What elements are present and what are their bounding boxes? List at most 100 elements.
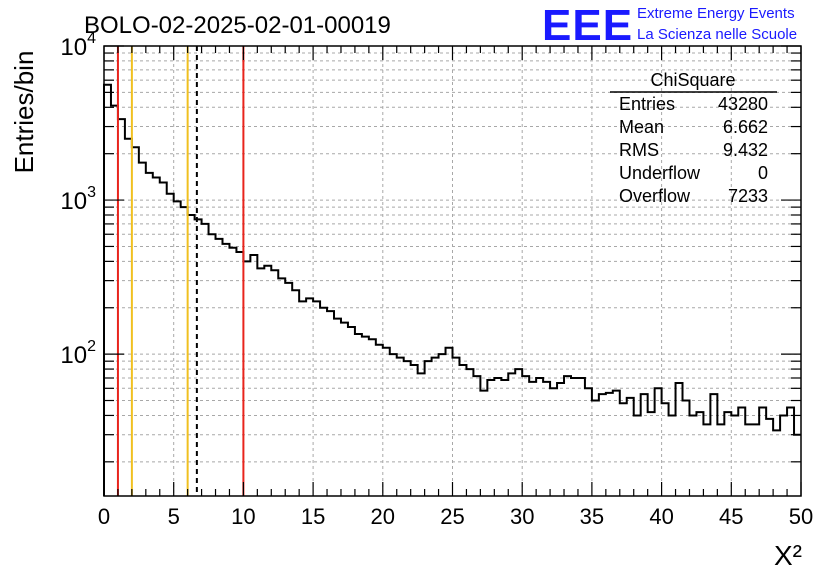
chart-title: BOLO-02-2025-02-01-00019 (84, 12, 391, 39)
histogram-bin (794, 435, 801, 496)
histogram-bin (181, 207, 188, 496)
histogram-bin (773, 430, 780, 496)
histogram-bin (132, 147, 139, 496)
histogram-bin (446, 348, 453, 496)
stats-row-value: 9.432 (723, 140, 768, 160)
x-tick-label: 35 (580, 504, 604, 529)
axes: 0 5 10 15 20 25 30 35 40 45 50 102 103 104 (60, 30, 813, 529)
histogram-bin (710, 394, 717, 496)
histogram-bin (202, 224, 209, 496)
x-tick-label: 15 (301, 504, 325, 529)
histogram-bin (425, 361, 432, 496)
histogram-bin (606, 393, 613, 496)
x-tick-label: 40 (649, 504, 673, 529)
stats-row-label: Entries (619, 94, 675, 114)
histogram-bin (250, 255, 257, 496)
histogram-bin (515, 369, 522, 496)
histogram-bin (787, 408, 794, 496)
histogram-bin (669, 415, 676, 496)
y-tick-label: 103 (60, 184, 96, 215)
histogram-bin (160, 183, 167, 496)
histogram-bin (780, 415, 787, 496)
histogram-bin (209, 234, 216, 496)
histogram-bin (627, 398, 634, 496)
y-tick-label: 102 (60, 338, 96, 369)
histogram-bin (683, 401, 690, 496)
x-tick-label: 10 (231, 504, 255, 529)
x-tick-label: 20 (371, 504, 395, 529)
histogram-bin (439, 354, 446, 496)
histogram-bin (306, 298, 313, 496)
histogram-bin (550, 388, 557, 496)
logo-line-2: La Scienza nelle Scuole (637, 26, 797, 43)
stats-row-label: Mean (619, 117, 664, 137)
histogram-bin (334, 319, 341, 496)
histogram-bin (536, 378, 543, 496)
statistics-box: ChiSquare Entries 43280 Mean 6.662 RMS 9.432 U… (610, 70, 777, 206)
histogram-bin (745, 424, 752, 496)
histogram-bin (216, 239, 223, 496)
histogram-bin (418, 373, 425, 496)
x-tick-label: 50 (789, 504, 813, 529)
histogram-bin (111, 106, 118, 496)
histogram-series (103, 83, 801, 496)
histogram-bin (390, 354, 397, 496)
histogram-bin (299, 301, 306, 496)
histogram-bin (724, 412, 731, 496)
histogram-bin (243, 261, 250, 496)
histogram-bin (278, 278, 285, 496)
histogram-bin (529, 382, 536, 496)
histogram-bin (320, 308, 327, 496)
histogram-bin (655, 388, 662, 496)
histogram-bin (543, 382, 550, 496)
histogram-bin (369, 339, 376, 496)
logo-line-1: Extreme Energy Events (637, 5, 795, 22)
histogram-bin (473, 376, 480, 496)
histogram-bin (327, 311, 334, 496)
histogram-bin (752, 424, 759, 496)
eee-logo-text: EEE (542, 1, 633, 50)
histogram-bin (348, 327, 355, 496)
histogram-bin (599, 394, 606, 496)
histogram-bin (676, 383, 683, 496)
histogram-bin (613, 391, 620, 496)
histogram-bin (397, 358, 404, 496)
histogram-bin (341, 323, 348, 496)
y-tick-label: 104 (60, 30, 96, 61)
histogram-bin (592, 401, 599, 496)
histogram-bin (125, 139, 132, 496)
histogram-bin (480, 391, 487, 496)
histogram-bin (139, 163, 146, 496)
histogram-bin (696, 412, 703, 496)
histogram-bin (453, 358, 460, 496)
histogram-bin (167, 194, 174, 496)
histogram-bin (717, 424, 724, 496)
reference-lines (116, 46, 245, 496)
histogram-bin (118, 119, 125, 496)
histogram-bin (411, 365, 418, 496)
histogram-bin (634, 415, 641, 496)
histogram-bin (578, 378, 585, 496)
histogram-bin (271, 270, 278, 496)
histogram-bin (466, 369, 473, 496)
histogram-bin (641, 394, 648, 496)
histogram-bin (188, 215, 195, 496)
histogram-bin (571, 378, 578, 496)
histogram-bin (264, 266, 271, 496)
stats-row-value: 43280 (718, 94, 768, 114)
stats-row-label: RMS (619, 140, 659, 160)
grid-lines (104, 46, 801, 496)
stats-row-label: Overflow (619, 186, 691, 206)
histogram-bin (355, 334, 362, 496)
histogram-bin (759, 408, 766, 496)
histogram-bin (153, 178, 160, 496)
histogram-bin (229, 248, 236, 496)
histogram-bin (195, 219, 202, 496)
histogram-bin (146, 173, 153, 496)
x-tick-label: 45 (719, 504, 743, 529)
histogram-bin (292, 290, 299, 496)
histogram-bin (285, 283, 292, 496)
histogram-bin (557, 383, 564, 496)
stats-row-value: 6.662 (723, 117, 768, 137)
histogram-bin (313, 301, 320, 496)
